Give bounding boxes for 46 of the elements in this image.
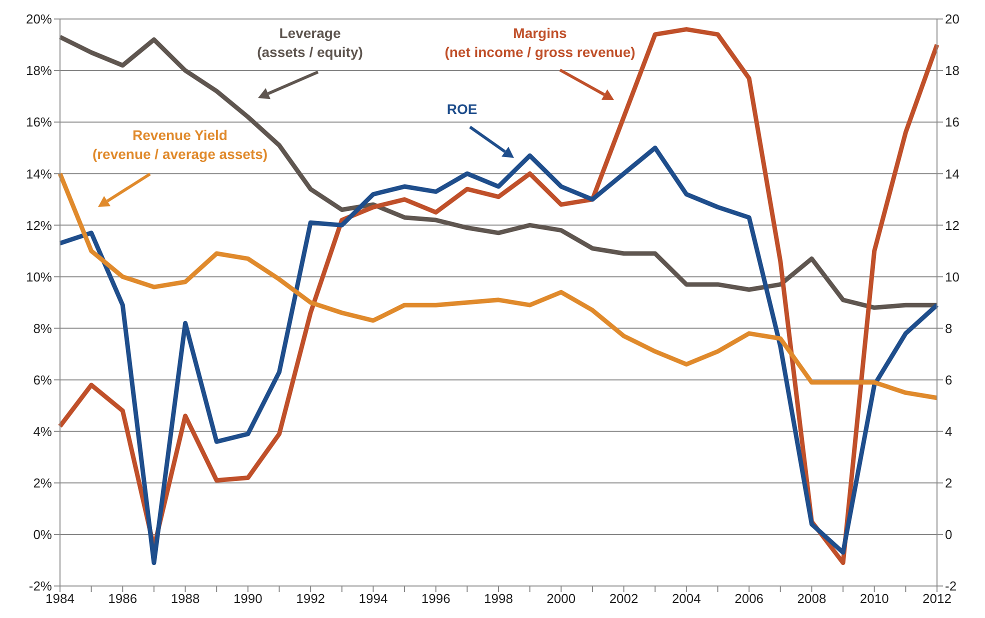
y2-tick-label: 0 xyxy=(945,527,952,542)
x-tick-label: 1998 xyxy=(484,591,513,606)
y2-tick-label: 8 xyxy=(945,320,952,336)
y-tick-label: 0% xyxy=(33,527,52,542)
y2-tick-label: 16 xyxy=(945,114,960,130)
x-tick-label: 1992 xyxy=(296,591,326,606)
x-tick-label: 2006 xyxy=(734,591,764,606)
series-label: Margins (net income / gross revenue) xyxy=(444,25,636,60)
x-tick-label: 1996 xyxy=(421,591,450,606)
x-tick-label: 2004 xyxy=(672,591,701,606)
y2-tick-label: 20 xyxy=(945,12,960,27)
x-tick-label: 1986 xyxy=(108,591,138,606)
line-series xyxy=(58,27,940,566)
x-tick-label: 1994 xyxy=(358,591,388,606)
y-tick-label: 16% xyxy=(26,114,52,130)
y-tick-label: -2% xyxy=(28,578,52,594)
x-tick-label: 2012 xyxy=(922,591,952,606)
x-tick-label: 2000 xyxy=(546,591,576,606)
y-tick-label: 14% xyxy=(26,166,52,182)
y-tick-label: 2% xyxy=(33,476,52,491)
x-tick-label: 2002 xyxy=(609,591,638,606)
y2-tick-label: 12 xyxy=(945,218,960,233)
line-series xyxy=(58,171,940,400)
y2-tick-label: 14 xyxy=(945,166,960,182)
y2-tick-label: 10 xyxy=(945,269,960,284)
y2-tick-label: 6 xyxy=(945,372,952,388)
y2-tick-label: 18 xyxy=(945,63,960,78)
y2-tick-label: 2 xyxy=(945,476,952,491)
x-tick-label: 1988 xyxy=(170,591,200,606)
x-tick-label: 1984 xyxy=(46,591,74,606)
y-tick-label: 12% xyxy=(26,218,52,233)
y-tick-label: 20% xyxy=(26,12,52,27)
text: ROE xyxy=(446,101,478,117)
text: Revenue Yield (revenue / average assets) xyxy=(92,127,268,162)
y-tick-label: 4% xyxy=(33,424,52,439)
x-tick-label: 2010 xyxy=(860,591,889,606)
y-tick-label: 18% xyxy=(26,63,52,78)
x-tick-label: 2008 xyxy=(797,591,826,606)
x-tick-label: 1990 xyxy=(233,591,262,606)
y-tick-label: 8% xyxy=(33,320,52,336)
y2-tick-label: -2 xyxy=(945,578,957,594)
y2-tick-label: 4 xyxy=(945,424,952,439)
text: Leverage (assets / equity) xyxy=(257,25,363,60)
y-tick-label: 10% xyxy=(26,269,52,284)
y-tick-label: 6% xyxy=(33,372,52,388)
line-series xyxy=(58,146,940,566)
